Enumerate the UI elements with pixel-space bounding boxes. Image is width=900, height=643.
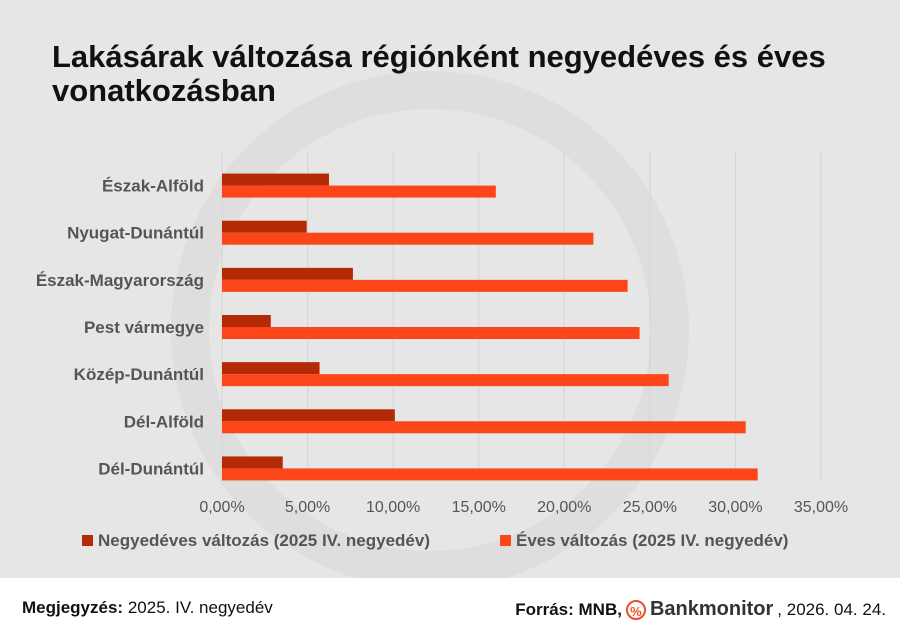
category-label: Közép-Dunántúl <box>74 365 204 384</box>
bar-quarterly <box>222 456 283 469</box>
category-label: Nyugat-Dunántúl <box>67 224 204 243</box>
legend-swatch <box>82 535 93 546</box>
bankmonitor-logo-icon: % <box>625 599 646 620</box>
note-label: Megjegyzés: <box>22 598 124 617</box>
x-tick-label: 25,00% <box>623 499 677 516</box>
x-tick-label: 15,00% <box>452 499 506 516</box>
category-label: Észak-Alföld <box>102 177 204 196</box>
legend-swatch <box>500 535 511 546</box>
bar-annual <box>222 279 628 292</box>
bar-annual <box>222 185 496 198</box>
source-date: , 2026. 04. 24. <box>777 599 886 619</box>
brand-name: Bankmonitor <box>649 598 774 620</box>
category-label: Dél-Dunántúl <box>98 459 204 478</box>
x-tick-label: 35,00% <box>794 499 848 516</box>
bar-annual <box>222 232 594 245</box>
bar-annual <box>222 374 669 387</box>
x-tick-label: 5,00% <box>285 499 330 516</box>
bar-annual <box>222 468 758 481</box>
bar-chart: 0,00% 5,00% 10,00% 15,00% 20,00% 25,00% 30,00%… <box>36 152 848 550</box>
x-tick-label: 0,00% <box>199 499 244 516</box>
legend-label: Éves változás (2025 IV. negyedév) <box>516 531 788 550</box>
bar-quarterly <box>222 267 353 280</box>
x-tick-label: 30,00% <box>708 499 762 516</box>
note-value: 2025. IV. negyedév <box>127 598 273 617</box>
bar-quarterly <box>222 362 320 375</box>
bar-quarterly <box>222 409 395 422</box>
bar-quarterly <box>222 315 271 327</box>
bar-annual <box>222 421 746 434</box>
x-tick-label: 10,00% <box>366 499 420 516</box>
footer-note: Megjegyzés: 2025. IV. negyedév <box>22 598 273 618</box>
legend-label: Negyedéves változás (2025 IV. negyedév) <box>98 531 430 550</box>
bar-quarterly <box>222 173 329 186</box>
watermark <box>0 0 900 578</box>
source-label: Forrás: MNB, <box>515 599 622 619</box>
bar-quarterly <box>222 220 307 233</box>
category-label: Pest vármegye <box>84 318 204 337</box>
footer-source: Forrás: MNB, % Bankmonitor , 2026. 04. 2… <box>515 598 886 621</box>
chart-title: Lakásárak változása régiónként negyedéve… <box>52 39 826 108</box>
category-label: Észak-Magyarország <box>36 271 204 290</box>
category-label: Dél-Alföld <box>124 412 204 431</box>
x-tick-label: 20,00% <box>537 499 591 516</box>
bar-annual <box>222 327 640 339</box>
chart-panel: Lakásárak változása régiónként negyedéve… <box>0 0 900 578</box>
